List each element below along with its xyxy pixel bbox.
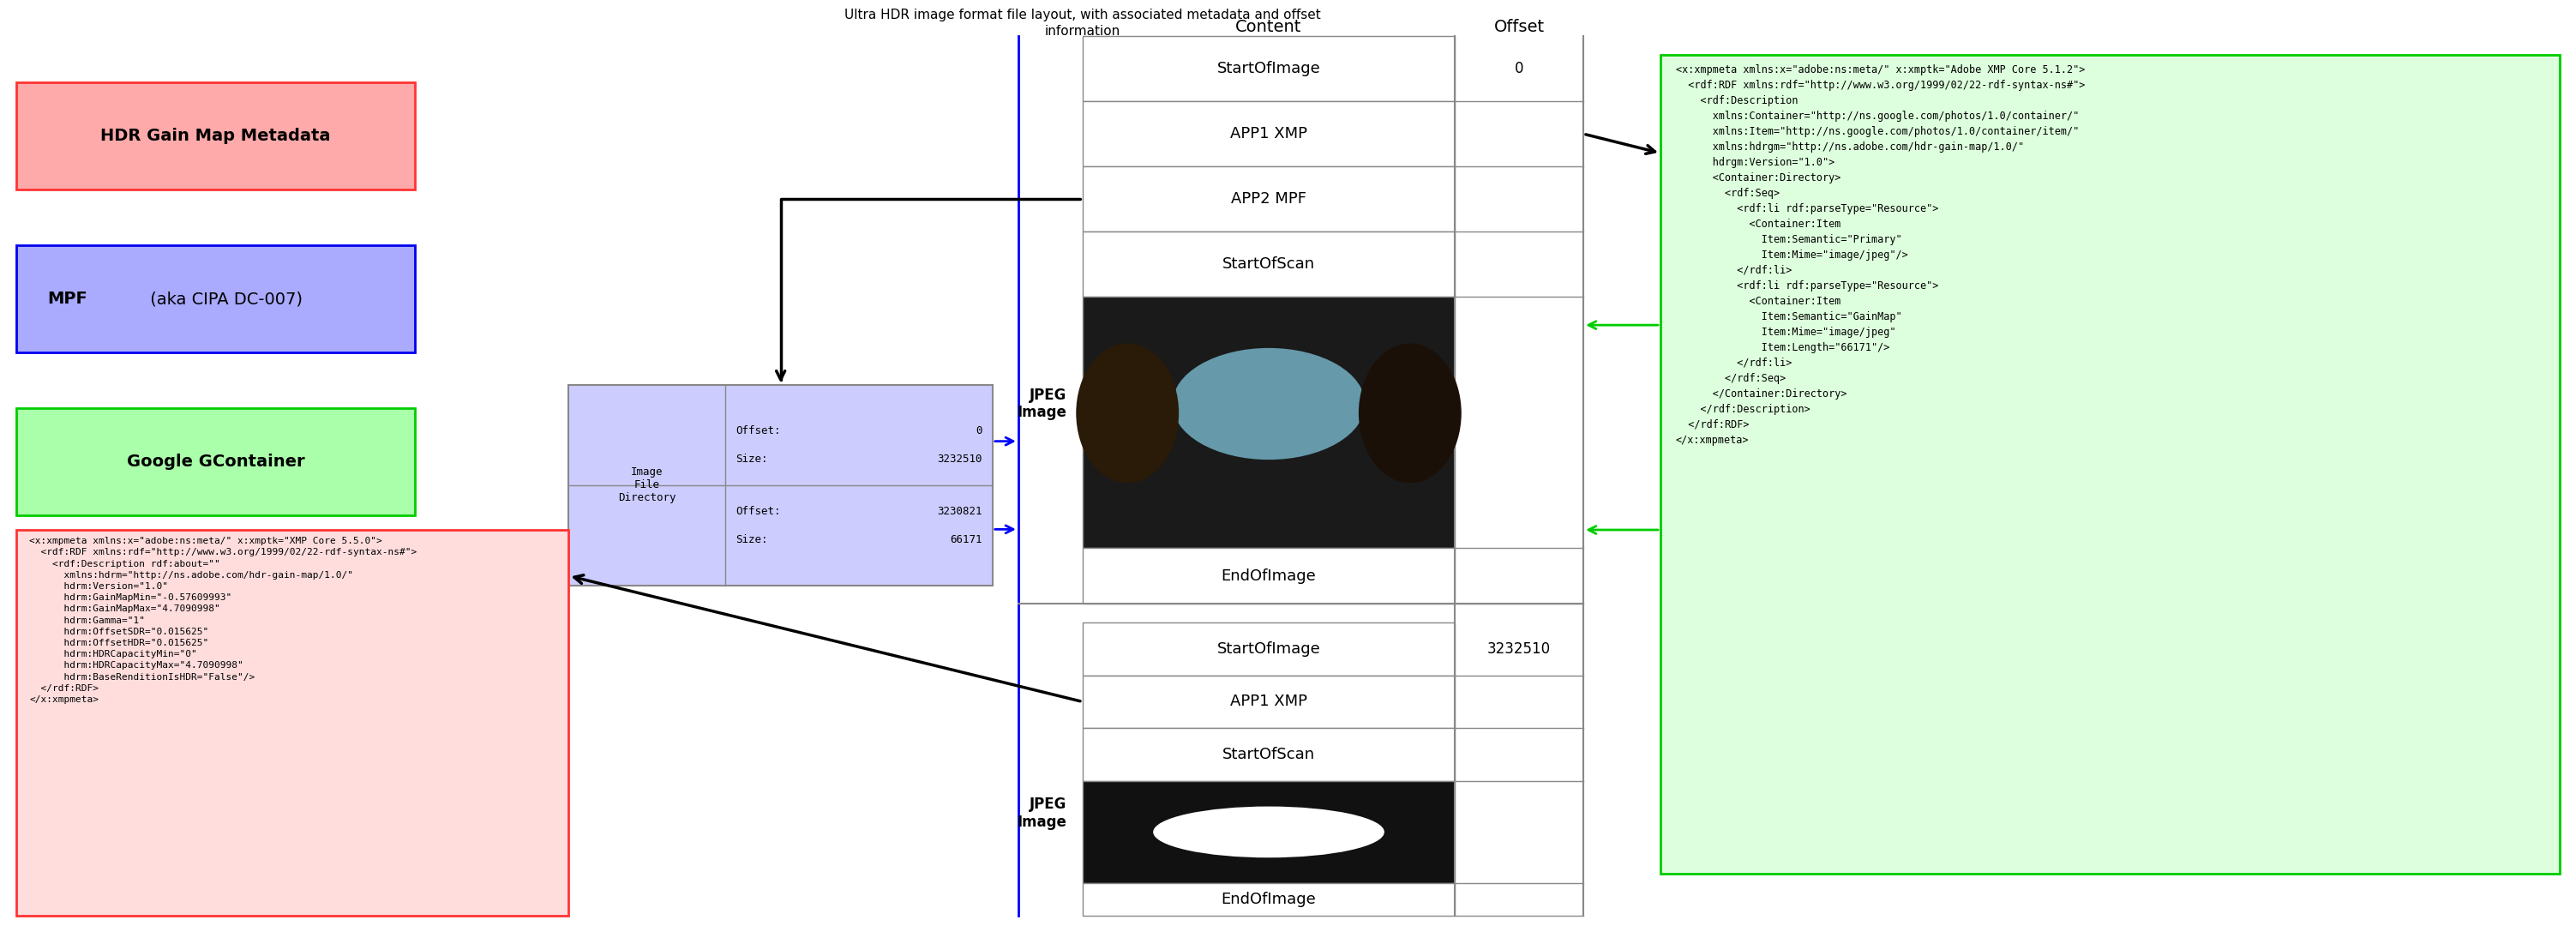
Bar <box>15 408 415 516</box>
Bar <box>1082 623 1455 675</box>
Bar <box>1082 675 1455 728</box>
FancyArrowPatch shape <box>994 437 1012 445</box>
Text: 66171: 66171 <box>951 534 981 545</box>
Ellipse shape <box>1077 343 1180 483</box>
Text: Offset:: Offset: <box>737 506 781 517</box>
FancyArrowPatch shape <box>994 525 1012 533</box>
Bar <box>1082 296 1455 548</box>
FancyArrowPatch shape <box>574 575 1079 701</box>
Ellipse shape <box>1358 343 1461 483</box>
Text: Content: Content <box>1236 19 1301 35</box>
Text: JPEG
Image: JPEG Image <box>1018 387 1066 420</box>
Bar <box>1082 37 1455 101</box>
Bar <box>1082 728 1455 780</box>
Text: 3232510: 3232510 <box>938 454 981 465</box>
Text: (aka CIPA DC-007): (aka CIPA DC-007) <box>144 291 301 308</box>
FancyArrowPatch shape <box>1589 322 1659 329</box>
Text: APP2 MPF: APP2 MPF <box>1231 191 1306 206</box>
Bar <box>15 246 415 353</box>
Bar <box>1082 780 1455 884</box>
Text: Offset: Offset <box>1494 19 1546 35</box>
Bar <box>1082 101 1455 166</box>
Text: StartOfScan: StartOfScan <box>1224 747 1316 762</box>
Text: Ultra HDR image format file layout, with associated metadata and offset
informat: Ultra HDR image format file layout, with… <box>845 8 1321 38</box>
Text: MPF: MPF <box>46 291 88 308</box>
Bar <box>1662 54 2561 874</box>
Text: 0: 0 <box>976 426 981 437</box>
Text: StartOfImage: StartOfImage <box>1216 642 1321 657</box>
Text: JPEG
Image: JPEG Image <box>1018 796 1066 830</box>
Text: <x:xmpmeta xmlns:x="adobe:ns:meta/" x:xmptk="XMP Core 5.5.0">
  <rdf:RDF xmlns:r: <x:xmpmeta xmlns:x="adobe:ns:meta/" x:xm… <box>28 537 417 704</box>
Text: Size:: Size: <box>737 454 768 465</box>
Text: APP1 XMP: APP1 XMP <box>1231 127 1306 142</box>
Text: StartOfScan: StartOfScan <box>1224 256 1316 272</box>
Bar <box>15 83 415 189</box>
Text: Google GContainer: Google GContainer <box>126 454 304 470</box>
Text: HDR Gain Map Metadata: HDR Gain Map Metadata <box>100 129 330 144</box>
Text: EndOfImage: EndOfImage <box>1221 892 1316 907</box>
Bar <box>15 530 569 915</box>
Bar <box>1082 166 1455 232</box>
Bar <box>1082 548 1455 604</box>
Text: Offset:: Offset: <box>737 426 781 437</box>
Bar <box>569 386 992 585</box>
Bar <box>1082 232 1455 296</box>
FancyArrowPatch shape <box>1587 134 1654 154</box>
Text: Image
File
Directory: Image File Directory <box>618 467 675 504</box>
Text: StartOfImage: StartOfImage <box>1216 61 1321 77</box>
Text: 3230821: 3230821 <box>938 506 981 517</box>
Text: Size:: Size: <box>737 534 768 545</box>
Text: EndOfImage: EndOfImage <box>1221 568 1316 583</box>
Text: APP1 XMP: APP1 XMP <box>1231 694 1306 709</box>
Bar <box>1082 884 1455 915</box>
Ellipse shape <box>1154 807 1383 857</box>
FancyArrowPatch shape <box>775 199 1079 380</box>
Text: <x:xmpmeta xmlns:x="adobe:ns:meta/" x:xmptk="Adobe XMP Core 5.1.2">
  <rdf:RDF x: <x:xmpmeta xmlns:x="adobe:ns:meta/" x:xm… <box>1677 64 2084 446</box>
Text: 0: 0 <box>1515 61 1522 77</box>
Text: 3232510: 3232510 <box>1486 641 1551 657</box>
FancyArrowPatch shape <box>1589 526 1659 534</box>
Ellipse shape <box>1172 348 1365 460</box>
